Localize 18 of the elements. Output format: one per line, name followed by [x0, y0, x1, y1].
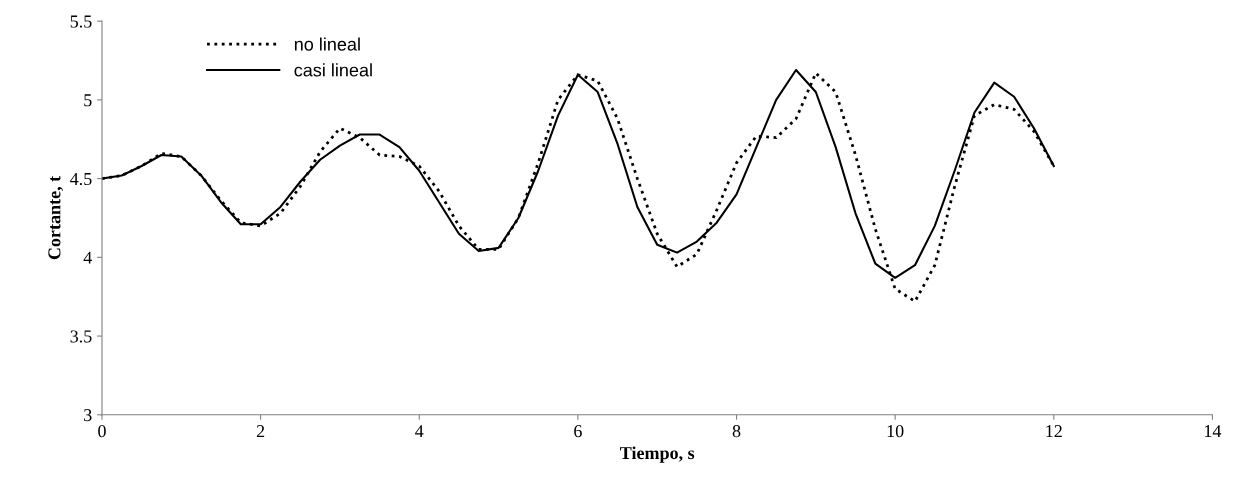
y-tick-label: 3.5: [70, 330, 92, 343]
y-tick-label: 3: [84, 409, 92, 422]
x-tick-label: 0: [98, 425, 106, 438]
x-tick-label: 2: [256, 425, 265, 438]
y-tick-label: 4.5: [70, 173, 92, 186]
x-axis-title: Tiempo, s: [620, 446, 695, 463]
y-tick-label: 5: [84, 94, 92, 107]
legend-label: casi lineal: [294, 63, 372, 77]
y-tick-label: 5.5: [70, 15, 92, 28]
x-tick-label: 12: [1046, 425, 1062, 438]
legend-label: no lineal: [294, 37, 360, 51]
y-axis-title: Cortante, t: [48, 175, 64, 260]
y-tick-label: 4: [83, 251, 92, 264]
x-tick-label: 14: [1204, 425, 1222, 438]
x-tick-label: 8: [732, 425, 741, 438]
x-tick-label: 4: [415, 425, 424, 438]
x-tick-label: 10: [887, 425, 904, 438]
x-tick-label: 6: [574, 425, 582, 438]
